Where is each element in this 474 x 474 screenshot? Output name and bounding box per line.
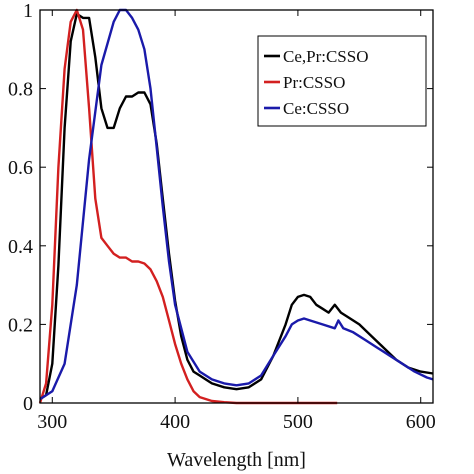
x-tick-label: 500 bbox=[283, 411, 313, 433]
y-tick-label: 1 bbox=[23, 0, 33, 22]
y-tick-label: 0.2 bbox=[8, 314, 33, 336]
y-tick-label: 0.8 bbox=[8, 79, 33, 101]
x-tick-label: 400 bbox=[160, 411, 190, 433]
x-tick-label: 600 bbox=[406, 411, 436, 433]
legend-label-1: Pr:CSSO bbox=[283, 73, 345, 92]
x-tick-label: 300 bbox=[37, 411, 67, 433]
plot-frame bbox=[39, 9, 434, 404]
series-line-2 bbox=[39, 8, 434, 401]
legend-label-2: Ce:CSSO bbox=[283, 99, 349, 118]
axis-tick-labels: 300 400 500 600 0 0.2 0.4 0.6 0.8 1 bbox=[8, 0, 436, 433]
y-tick-label: 0.4 bbox=[8, 236, 33, 258]
series-line-0 bbox=[39, 12, 434, 401]
legend-label-0: Ce,Pr:CSSO bbox=[283, 47, 369, 66]
x-axis-label: Wavelength [nm] bbox=[167, 449, 306, 471]
axis-ticks bbox=[40, 9, 433, 404]
legend-box bbox=[257, 35, 427, 127]
y-tick-label: 0 bbox=[23, 393, 33, 415]
series-line-1 bbox=[38, 8, 338, 405]
plot-series-group bbox=[38, 8, 434, 405]
legend: Ce,Pr:CSSO Pr:CSSO Ce:CSSO bbox=[257, 35, 427, 127]
y-tick-label: 0.6 bbox=[8, 157, 33, 179]
